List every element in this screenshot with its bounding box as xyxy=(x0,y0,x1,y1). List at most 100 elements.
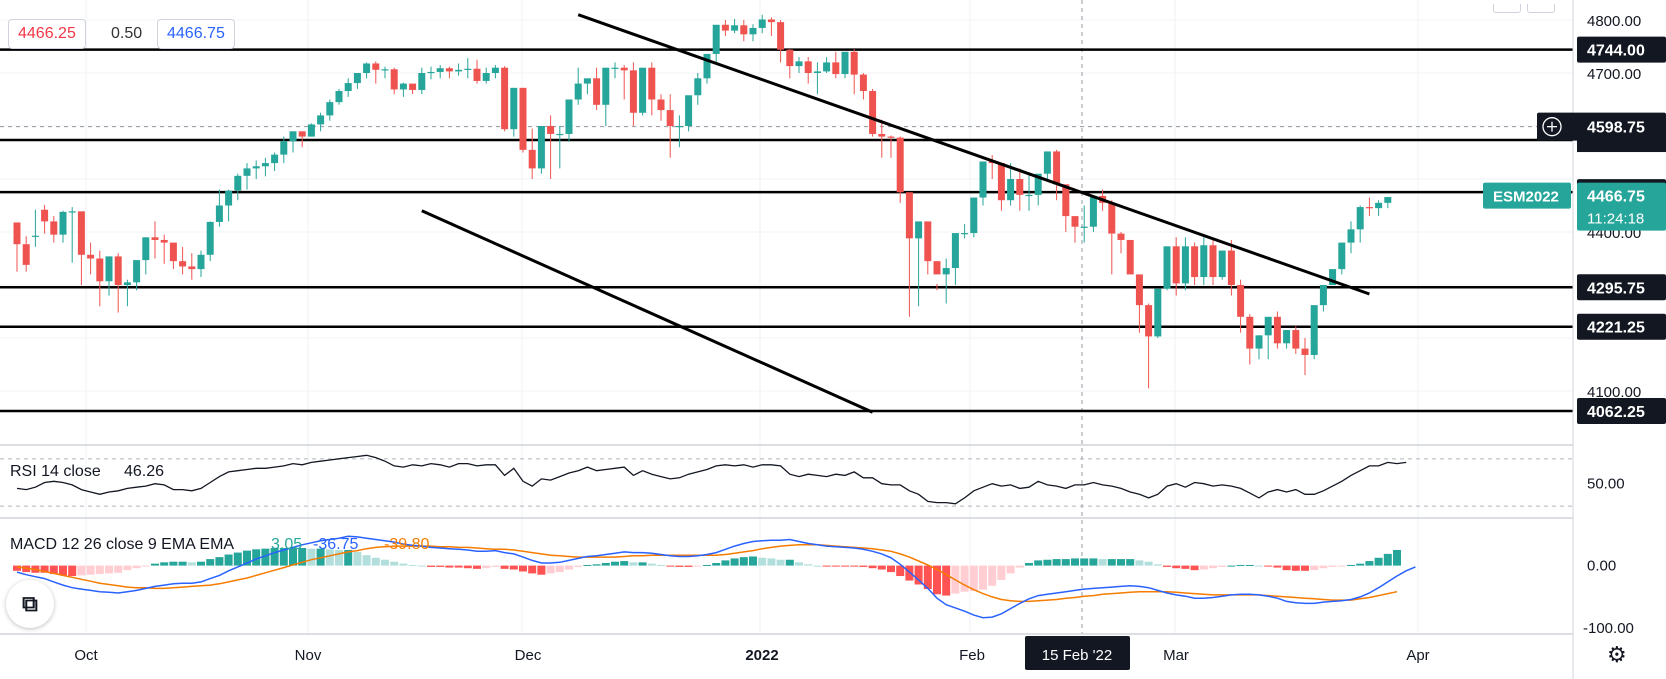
macd-histogram-bar xyxy=(169,561,178,566)
macd-histogram-bar xyxy=(86,565,95,575)
macd-histogram-bar xyxy=(289,548,297,566)
candle-body xyxy=(795,61,803,67)
candle-body xyxy=(225,190,233,206)
candle-body xyxy=(905,192,913,239)
window-controls[interactable] xyxy=(1493,0,1561,18)
macd-histogram-bar xyxy=(583,564,592,566)
candle-body xyxy=(685,95,693,126)
macd-histogram-bar xyxy=(371,557,380,566)
price-level-label: 4744.00 xyxy=(1587,43,1645,60)
macd-histogram-bar xyxy=(776,559,785,566)
macd-histogram-bar xyxy=(353,551,362,566)
candle-body xyxy=(473,68,481,81)
macd-histogram-value: 3.05 xyxy=(271,536,302,553)
macd-histogram-bar xyxy=(436,565,445,567)
macd-histogram-bar xyxy=(611,561,619,566)
macd-histogram-bar xyxy=(519,565,527,572)
macd-histogram-bar xyxy=(555,565,564,573)
macd-histogram-bar xyxy=(298,548,307,566)
candle-body xyxy=(96,258,104,282)
macd-histogram-bar xyxy=(758,557,767,566)
candle-body xyxy=(510,87,518,130)
macd-histogram-bar xyxy=(344,549,353,566)
macd-histogram-bar xyxy=(123,565,132,571)
candle-body xyxy=(151,237,159,240)
macd-histogram-bar xyxy=(675,565,684,567)
candle-body xyxy=(133,260,141,283)
macd-histogram-bar xyxy=(1383,553,1392,566)
tradingview-logo-icon[interactable]: ⧉ xyxy=(6,580,54,628)
macd-histogram-bar xyxy=(114,565,123,573)
candle-body xyxy=(547,126,555,134)
macd-histogram-bar xyxy=(141,565,150,567)
candle-body xyxy=(970,197,978,234)
macd-histogram-bar xyxy=(1282,565,1291,571)
macd-histogram-bar xyxy=(1080,558,1089,566)
candle-body xyxy=(390,69,398,90)
gear-icon[interactable]: ⚙ xyxy=(1607,642,1627,667)
candle-body xyxy=(1135,274,1143,306)
macd-histogram-bar xyxy=(482,565,491,569)
macd-histogram-bar xyxy=(68,565,77,577)
x-axis-tick-label: Oct xyxy=(74,647,98,664)
candle-body xyxy=(501,67,509,130)
macd-histogram-bar xyxy=(813,565,822,567)
macd-histogram-bar xyxy=(730,558,739,566)
macd-histogram-bar xyxy=(546,565,555,574)
macd-histogram-bar xyxy=(1227,565,1236,567)
maximize-button[interactable] xyxy=(1527,4,1555,13)
candle-body xyxy=(961,233,969,235)
macd-histogram-bar xyxy=(500,565,509,569)
macd-line xyxy=(16,535,1416,619)
candle-body xyxy=(317,115,325,125)
candle-body xyxy=(1365,207,1373,209)
last-price-label: 4466.75 xyxy=(1587,189,1645,206)
candle-body xyxy=(188,266,196,270)
rsi-value: 46.26 xyxy=(124,463,164,480)
macd-histogram-bar xyxy=(1098,559,1107,566)
x-axis-tick-label: 2022 xyxy=(745,647,778,664)
macd-histogram-bar xyxy=(859,565,868,567)
minimize-button[interactable] xyxy=(1493,4,1521,13)
ask-price-box[interactable]: 4466.75 xyxy=(157,19,235,49)
candle-body xyxy=(252,166,260,169)
macd-histogram-bar xyxy=(528,565,537,574)
macd-histogram-bar xyxy=(795,562,803,566)
candle-body xyxy=(878,133,886,137)
macd-histogram-bar xyxy=(132,565,141,569)
macd-histogram-bar xyxy=(1172,565,1181,569)
candle-body xyxy=(409,83,417,90)
macd-histogram-bar xyxy=(979,565,987,590)
candle-body xyxy=(887,136,895,138)
macd-histogram-bar xyxy=(933,565,941,595)
candle-body xyxy=(1301,348,1309,355)
trendline xyxy=(577,13,1370,296)
candle-body xyxy=(142,237,150,261)
candle-body xyxy=(482,73,490,81)
candle-body xyxy=(1117,233,1125,240)
candle-body xyxy=(1329,269,1337,285)
macd-histogram-bar xyxy=(1337,565,1346,567)
candle-body xyxy=(813,71,821,73)
candle-body xyxy=(675,126,683,128)
macd-histogram-bar xyxy=(1273,565,1282,568)
macd-histogram-bar xyxy=(684,565,693,567)
candle-body xyxy=(215,205,223,222)
bid-price-box[interactable]: 4466.25 xyxy=(8,19,86,49)
candle-body xyxy=(445,68,453,72)
candle-body xyxy=(1283,330,1291,344)
macd-histogram-bar xyxy=(942,565,951,596)
macd-histogram-bar xyxy=(279,548,288,566)
candle-body xyxy=(712,24,720,54)
macd-histogram-bar xyxy=(1199,565,1208,570)
macd-histogram-bar xyxy=(712,562,721,566)
candle-body xyxy=(574,83,582,100)
candle-body xyxy=(1108,202,1116,234)
macd-histogram-bar xyxy=(620,561,629,566)
candle-body xyxy=(114,256,122,285)
candle-body xyxy=(1025,194,1033,197)
crosshair-price-label: 4598.75 xyxy=(1587,120,1645,137)
x-axis-tick-label: Nov xyxy=(295,647,322,664)
macd-histogram-bar xyxy=(1347,564,1355,566)
candle-body xyxy=(206,221,214,255)
